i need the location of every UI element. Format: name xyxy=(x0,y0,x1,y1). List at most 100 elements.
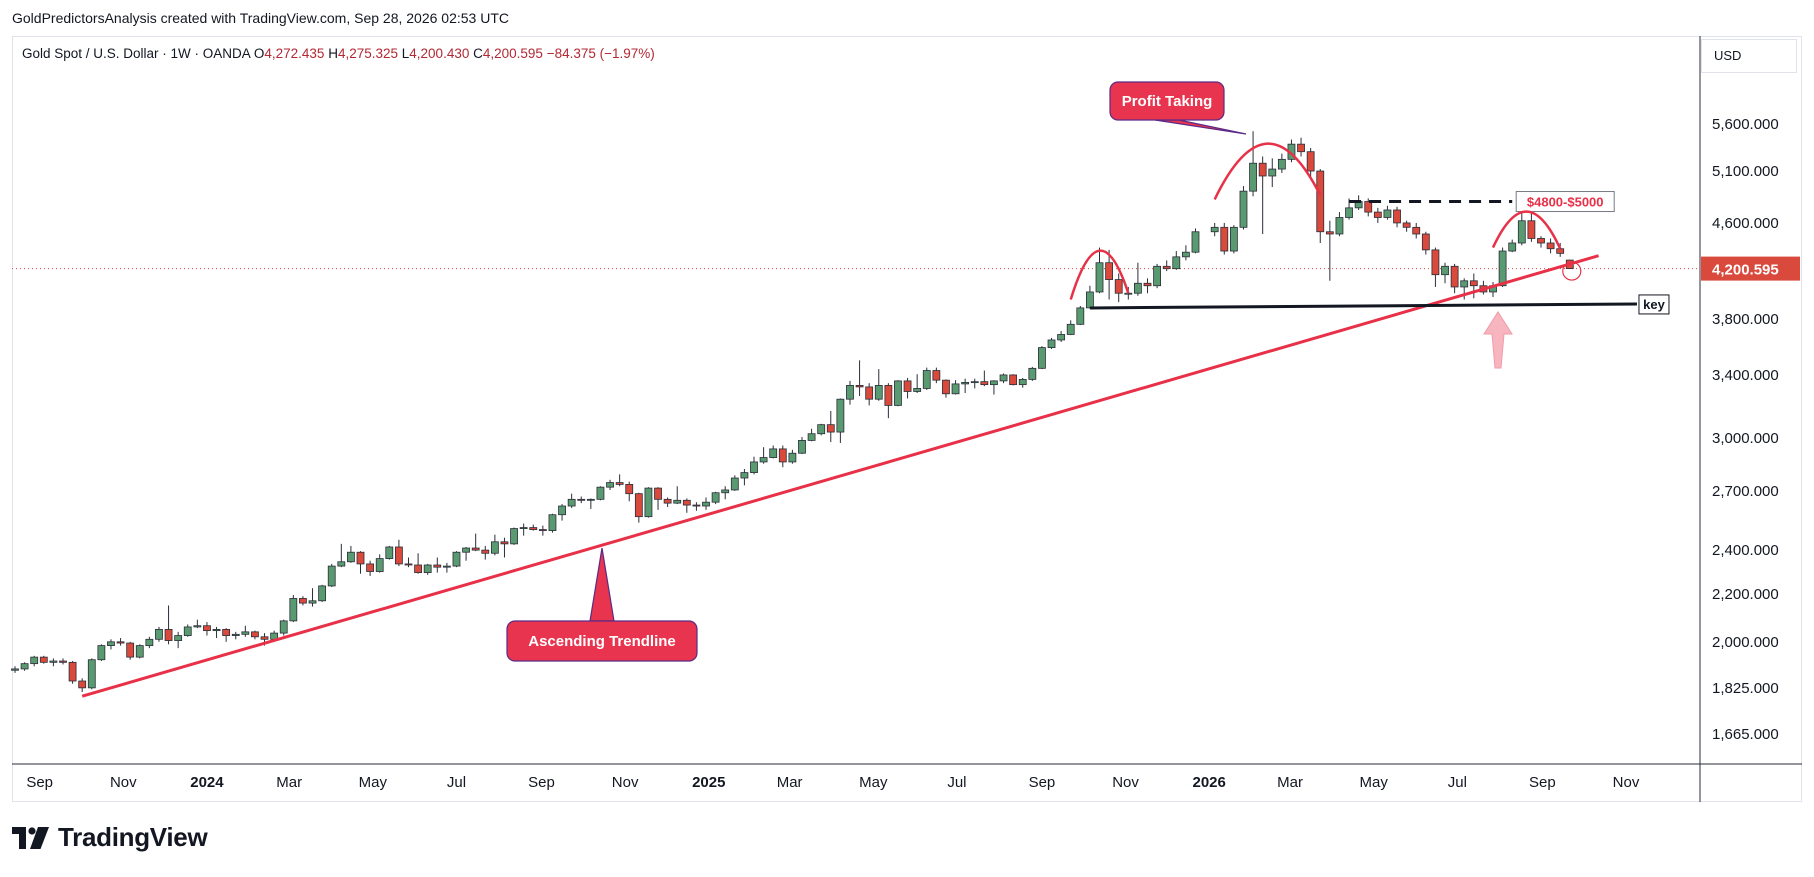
candle-body xyxy=(39,656,48,663)
candle-body xyxy=(711,492,720,503)
x-tick-label: Nov xyxy=(612,774,639,791)
candle-body xyxy=(884,385,893,406)
head-arc xyxy=(1213,142,1322,200)
resistance-label: $4800-$5000 xyxy=(1527,195,1604,210)
ascending-trendline xyxy=(81,254,1599,698)
candle-body xyxy=(990,380,998,386)
candle-body xyxy=(145,638,154,646)
x-tick-label: Mar xyxy=(1277,774,1303,791)
candle-body xyxy=(203,625,211,632)
candle xyxy=(1297,137,1305,157)
candle-body xyxy=(20,663,29,670)
candle-body xyxy=(1508,242,1517,252)
candle-body xyxy=(730,477,739,491)
candle xyxy=(932,367,941,384)
candle xyxy=(423,563,432,575)
candle-body xyxy=(442,565,451,568)
candle xyxy=(836,398,845,443)
candle xyxy=(874,369,883,401)
symbol-name[interactable]: Gold Spot / U.S. Dollar · 1W · OANDA xyxy=(22,46,251,61)
candle xyxy=(1469,273,1478,299)
candle xyxy=(1441,262,1449,284)
x-tick-label: Jul xyxy=(1448,774,1467,791)
candle xyxy=(634,492,643,523)
candle xyxy=(30,655,39,667)
candle xyxy=(826,410,835,443)
candle-body xyxy=(500,541,509,545)
candle xyxy=(1181,245,1190,261)
x-tick-label: 2025 xyxy=(692,774,725,791)
candle-body xyxy=(1134,282,1142,294)
candle-body xyxy=(913,388,922,392)
ascending-trendline-callout-label: Ascending Trendline xyxy=(528,633,676,650)
candle xyxy=(1537,236,1545,248)
candle-body xyxy=(1105,262,1114,280)
candle xyxy=(1412,222,1421,239)
y-tick-label: 2,700.000 xyxy=(1712,483,1779,500)
candle-body xyxy=(433,564,442,568)
candle-body xyxy=(1076,307,1085,325)
candle xyxy=(990,380,998,395)
candle xyxy=(1086,285,1094,309)
candle-body xyxy=(1517,220,1526,244)
candle xyxy=(644,487,653,518)
candle xyxy=(59,658,67,665)
candle xyxy=(11,666,19,673)
candle xyxy=(193,619,202,629)
open-value: 4,272.435 xyxy=(264,46,325,61)
candle xyxy=(596,486,605,501)
candle xyxy=(404,557,413,568)
candle xyxy=(1517,212,1526,246)
candle-body xyxy=(980,381,989,386)
candle-body xyxy=(654,487,662,500)
left-shoulder-arc xyxy=(1069,249,1130,300)
candle-body xyxy=(798,440,806,454)
candle-body xyxy=(87,659,96,689)
candle-body xyxy=(279,620,288,634)
candle xyxy=(1095,247,1104,294)
candle xyxy=(1277,153,1286,174)
candle xyxy=(894,380,902,407)
candle-body xyxy=(1335,217,1344,235)
chart-frame xyxy=(12,36,1802,802)
candle-body xyxy=(174,635,183,641)
candle xyxy=(145,636,154,649)
candle-body xyxy=(970,381,979,384)
candle xyxy=(1066,320,1075,336)
candle xyxy=(126,641,135,660)
candle-body xyxy=(490,541,499,554)
candle-body xyxy=(462,547,470,553)
candle-body xyxy=(1124,292,1133,295)
candle xyxy=(1383,205,1392,220)
profit-taking-callout-box xyxy=(1109,81,1225,121)
currency-selector[interactable]: USD xyxy=(1701,39,1797,73)
candle xyxy=(414,553,422,574)
candle xyxy=(20,662,29,671)
close-label: C xyxy=(473,46,483,61)
candle-body xyxy=(1277,158,1286,170)
candle-body xyxy=(1306,151,1315,172)
candle-body xyxy=(942,379,950,395)
candle-body xyxy=(135,645,144,658)
candle-body xyxy=(1527,220,1536,239)
candle-body xyxy=(1181,251,1190,258)
candle-body xyxy=(289,598,298,622)
candle xyxy=(1508,239,1517,253)
y-tick-label: 2,400.000 xyxy=(1712,542,1779,559)
tradingview-logo[interactable]: TradingView xyxy=(12,822,208,853)
y-tick-label: 3,000.000 xyxy=(1712,430,1779,447)
candle xyxy=(1249,131,1257,197)
candle-body xyxy=(1018,379,1027,386)
candle xyxy=(1498,247,1507,287)
candle-body xyxy=(155,628,163,640)
candle xyxy=(519,523,528,536)
candle-body xyxy=(673,499,682,504)
candle-body xyxy=(59,660,67,663)
candle xyxy=(961,378,970,394)
candle-body xyxy=(1028,367,1037,380)
candle xyxy=(1076,305,1085,326)
candle-body xyxy=(1249,162,1257,192)
candle-body xyxy=(1316,170,1325,233)
candle xyxy=(942,379,950,398)
